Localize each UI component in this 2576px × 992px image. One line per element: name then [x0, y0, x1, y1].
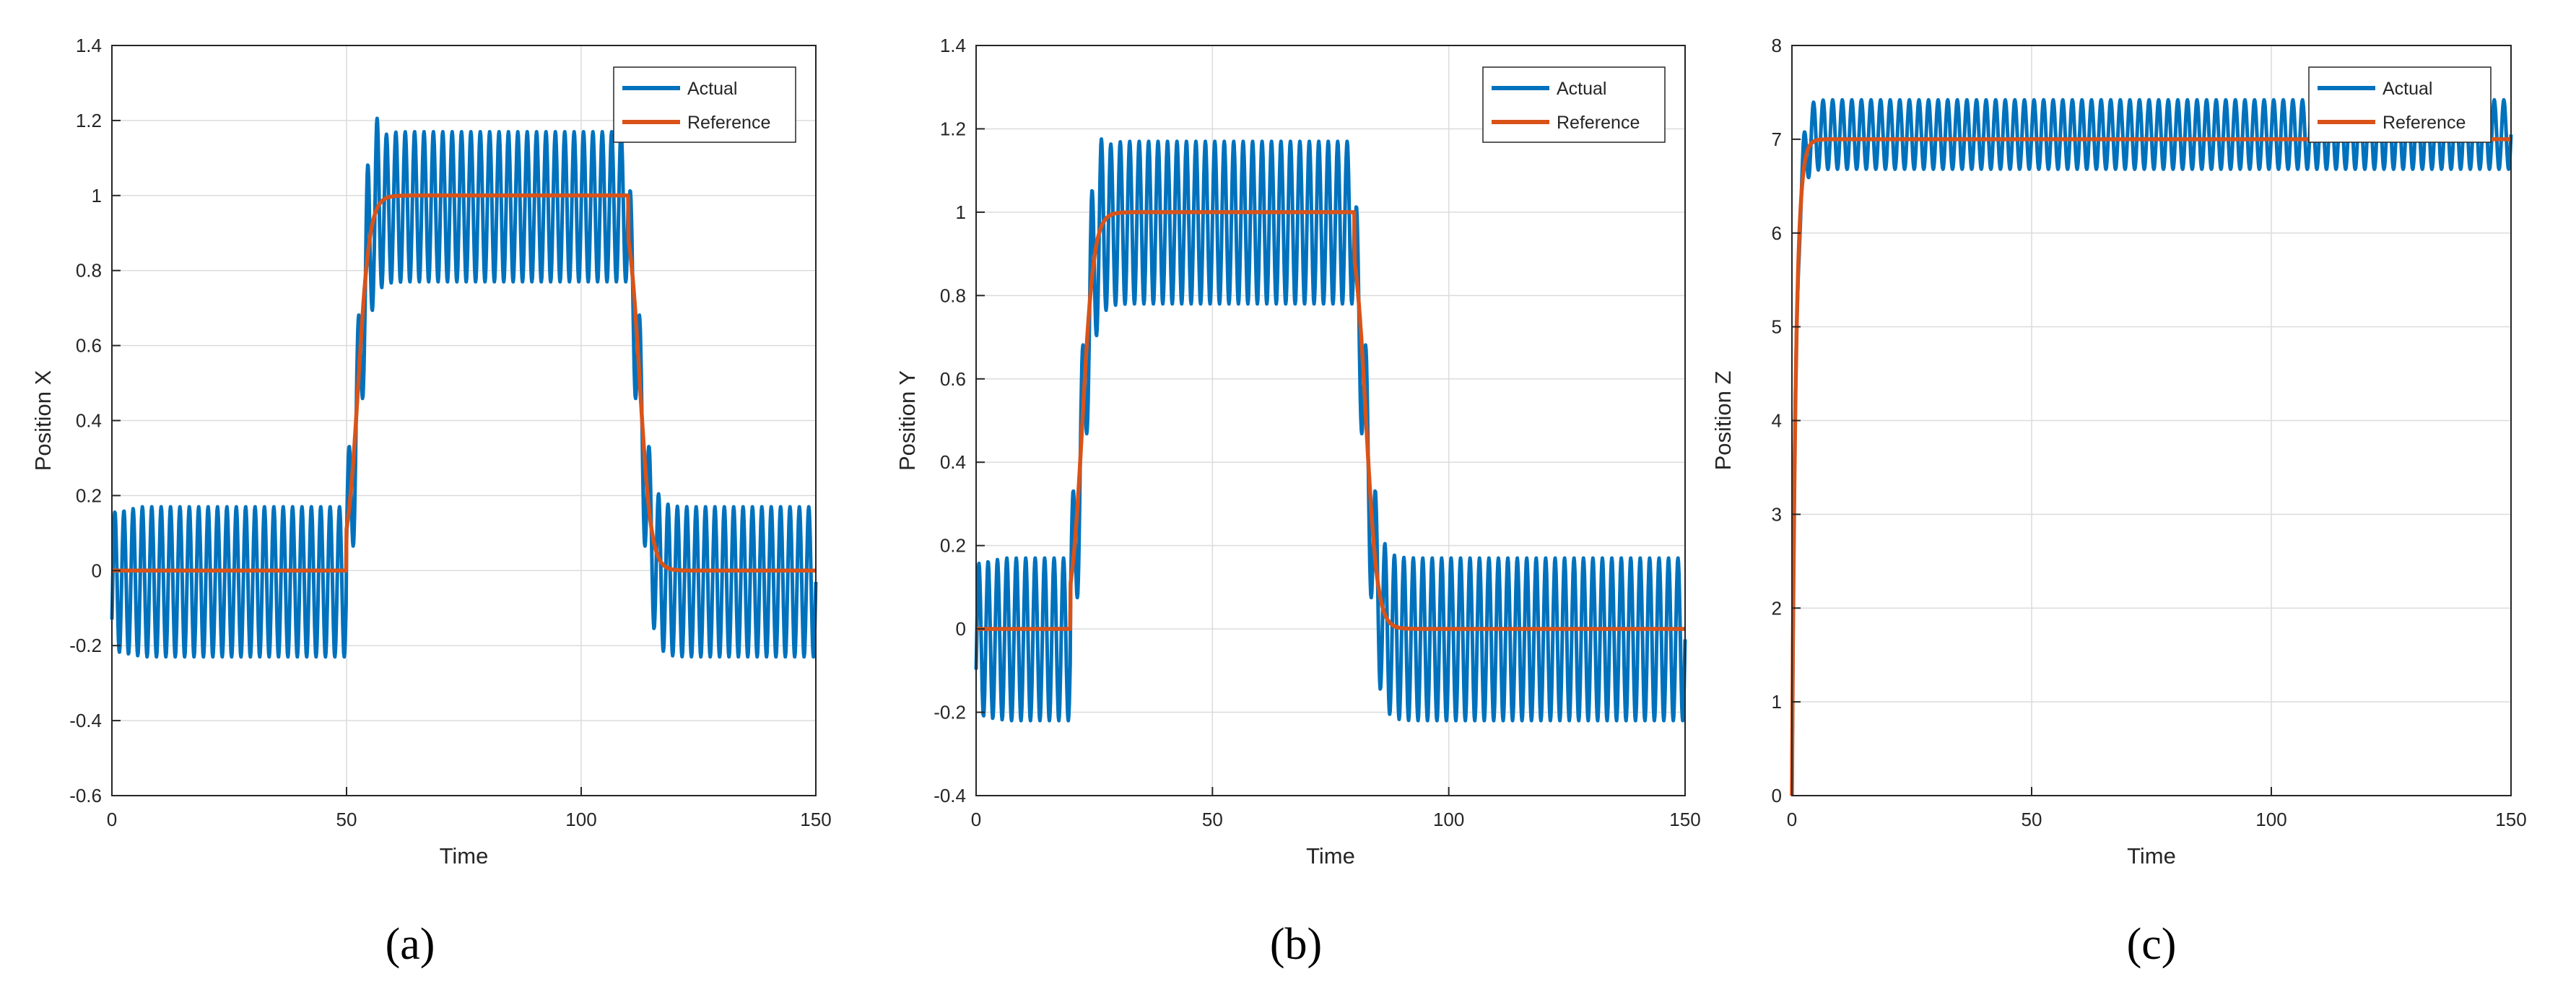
- legend: Actual Reference: [1482, 66, 1666, 143]
- y-tick-label: -0.4: [934, 785, 966, 806]
- legend-label-actual: Actual: [687, 79, 737, 99]
- y-tick-label: 7: [1772, 129, 1782, 150]
- x-tick-label: 100: [1433, 809, 1464, 830]
- y-tick-label: 0.4: [940, 451, 966, 473]
- y-tick-label: -0.6: [69, 785, 102, 806]
- x-tick-label: 0: [971, 809, 981, 830]
- legend-label-actual: Actual: [1557, 79, 1606, 99]
- y-tick-label: 1: [1772, 691, 1782, 713]
- x-tick-label: 150: [800, 809, 831, 830]
- legend-box: [613, 66, 796, 143]
- legend-label-reference: Reference: [687, 113, 770, 133]
- legend-box: [2308, 66, 2492, 143]
- legend-label-reference: Reference: [2383, 113, 2466, 133]
- y-axis-label: Position Z: [1710, 371, 1736, 471]
- y-tick-label: 4: [1772, 410, 1782, 432]
- y-tick-label: 0.6: [940, 368, 966, 390]
- x-axis-label: Time: [440, 843, 489, 869]
- y-tick-label: -0.2: [934, 702, 966, 723]
- x-tick-label: 150: [2495, 809, 2526, 830]
- y-tick-label: 6: [1772, 222, 1782, 244]
- y-tick-label: 0: [956, 618, 966, 640]
- series-reference-line: [974, 210, 1687, 631]
- y-tick-label: 5: [1772, 316, 1782, 338]
- legend-label-reference: Reference: [1557, 113, 1640, 133]
- y-tick-label: 1.2: [76, 110, 102, 131]
- series-reference-line: [110, 193, 818, 573]
- x-axis-label: Time: [1306, 843, 1355, 869]
- panel-caption: (a): [386, 920, 435, 969]
- x-tick-label: 100: [2255, 809, 2286, 830]
- axes-box: [975, 45, 1686, 796]
- x-tick-label: 50: [1202, 809, 1223, 830]
- y-tick-label: 1.4: [76, 35, 102, 56]
- y-tick-label: 0.6: [76, 335, 102, 357]
- y-tick-label: 2: [1772, 597, 1782, 619]
- y-tick-label: 0.8: [940, 284, 966, 306]
- x-tick-label: 50: [2022, 809, 2042, 830]
- y-tick-label: 0.2: [76, 484, 102, 506]
- x-tick-label: 50: [336, 809, 357, 830]
- legend: Actual Reference: [2308, 66, 2492, 143]
- x-axis-label: Time: [2127, 843, 2176, 869]
- legend-box: [1482, 66, 1666, 143]
- y-tick-label: 0.2: [940, 535, 966, 557]
- chart-panel-a: 0 50 100 150 -0.6 -0.4 -0.2 0 0.2 0.4 0.6 0.8 1 1.2 1.…: [30, 35, 832, 969]
- x-tick-label: 150: [1669, 809, 1700, 830]
- y-tick-label: 8: [1772, 35, 1782, 56]
- series-actual-line: [110, 116, 818, 659]
- y-tick-label: 1: [92, 185, 102, 206]
- x-tick-label: 100: [565, 809, 596, 830]
- y-tick-label: 0: [92, 560, 102, 581]
- y-tick-label: 0.4: [76, 410, 102, 432]
- y-tick-label: 3: [1772, 503, 1782, 525]
- panel-caption: (c): [2127, 920, 2177, 969]
- panel-caption: (b): [1270, 920, 1322, 969]
- x-tick-label: 0: [1787, 809, 1797, 830]
- y-axis-label: Position Y: [895, 370, 920, 471]
- legend-label-actual: Actual: [2383, 79, 2432, 99]
- y-tick-label: 0.8: [76, 260, 102, 282]
- y-tick-label: -0.4: [69, 710, 102, 731]
- y-axis-label: Position X: [30, 370, 56, 471]
- y-tick-label: -0.2: [69, 635, 102, 656]
- chart-panel-b: 0 50 100 150 -0.4 -0.2 0 0.2 0.4 0.6 0.8 1 1.2 1.4 Tim…: [895, 35, 1701, 969]
- legend: Actual Reference: [613, 66, 796, 143]
- y-tick-label: 1: [956, 201, 966, 223]
- y-tick-label: 1.2: [940, 118, 966, 139]
- y-tick-label: 0: [1772, 785, 1782, 806]
- chart-panel-c: 0 50 100 150 0 1 2 3 4 5 6 7 8 Time Position Z Actual Re…: [1710, 35, 2527, 969]
- x-tick-label: 0: [107, 809, 117, 830]
- y-tick-label: 1.4: [940, 35, 966, 56]
